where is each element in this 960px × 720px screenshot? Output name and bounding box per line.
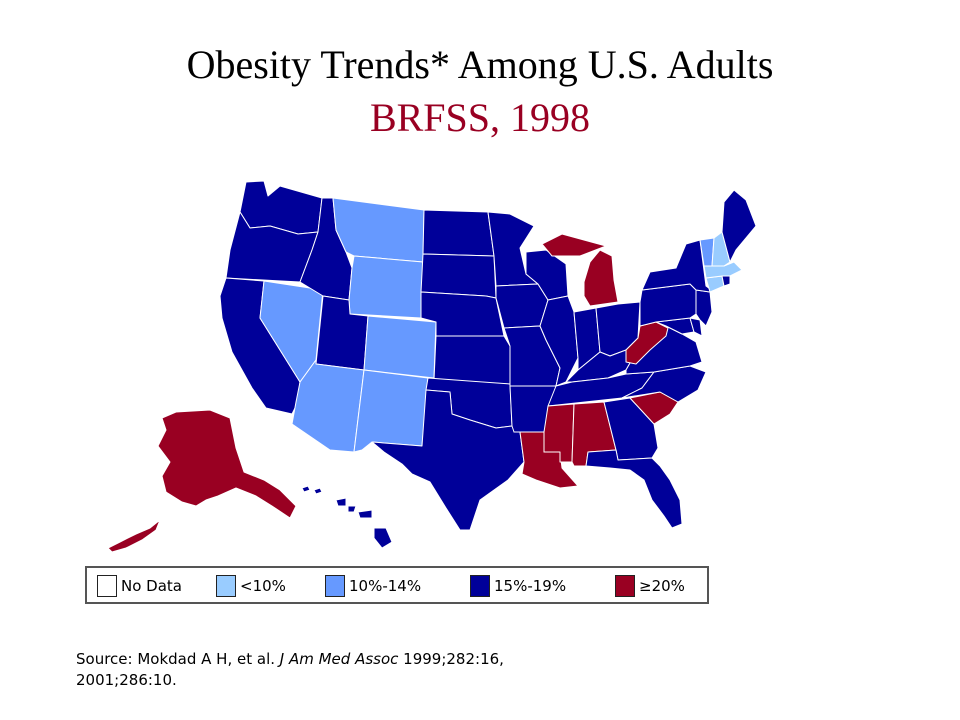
legend: No Data <10% 10%-14% 15%-19% ≥20% [85, 566, 709, 604]
legend-swatch [615, 575, 635, 597]
state-IA [495, 283, 549, 329]
source-text: Source: Mokdad A H, et al. [76, 650, 280, 668]
state-WV [625, 321, 669, 365]
legend-item-no-data: No Data [97, 574, 182, 598]
source-line-1: Source: Mokdad A H, et al. J Am Med Asso… [76, 649, 896, 670]
title-line-2: BRFSS, 1998 [369, 95, 591, 140]
state-NM [353, 369, 429, 453]
legend-label: 10%-14% [349, 577, 422, 595]
state-HI [301, 485, 393, 549]
title-line-1: Obesity Trends* Among U.S. Adults [186, 42, 774, 87]
source-citation: Source: Mokdad A H, et al. J Am Med Asso… [76, 649, 896, 691]
state-NC [621, 365, 707, 403]
state-CO [363, 315, 437, 379]
state-MT [332, 197, 425, 263]
legend-label: No Data [121, 577, 182, 595]
state-NY [641, 239, 715, 293]
state-IL [539, 295, 579, 387]
state-WY [348, 255, 424, 319]
state-TX [371, 389, 525, 531]
legend-swatch [470, 575, 490, 597]
state-ME [721, 189, 757, 263]
state-WA [239, 180, 323, 235]
state-FL [585, 449, 683, 529]
state-RI [721, 275, 731, 287]
state-AK [107, 409, 297, 553]
legend-swatch [97, 575, 117, 597]
legend-swatch [216, 575, 236, 597]
state-MI [541, 233, 619, 307]
legend-item-lt10: <10% [216, 574, 286, 598]
state-DE [689, 317, 703, 337]
source-text: 1999;282:16, [398, 650, 504, 668]
legend-label: ≥20% [639, 577, 685, 595]
legend-label: 15%-19% [494, 577, 567, 595]
source-line-2: 2001;286:10. [76, 671, 177, 689]
legend-item-ge20: ≥20% [615, 574, 685, 598]
legend-swatch [325, 575, 345, 597]
state-ND [422, 209, 495, 257]
legend-item-15-19: 15%-19% [470, 574, 566, 598]
state-NH [711, 231, 731, 267]
state-KS [433, 335, 511, 385]
state-SD [420, 253, 497, 299]
legend-item-10-14: 10%-14% [325, 574, 421, 598]
source-journal: J Am Med Assoc [279, 650, 399, 668]
legend-label: <10% [240, 577, 286, 595]
